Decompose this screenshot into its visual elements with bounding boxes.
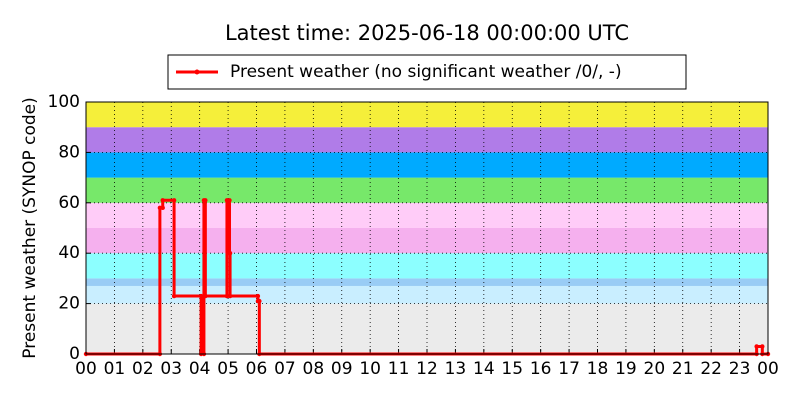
legend-marker: [194, 69, 200, 75]
x-tick-label: 21: [672, 359, 694, 379]
data-point: [171, 198, 177, 203]
y-tick-label: 60: [58, 193, 80, 213]
background-band: [86, 127, 768, 153]
x-tick-label: 01: [104, 359, 126, 379]
data-point: [227, 251, 233, 256]
x-tick-label: 17: [558, 359, 580, 379]
data-point: [171, 293, 177, 299]
y-tick-label: 20: [58, 294, 80, 314]
y-tick-label: 0: [69, 344, 80, 364]
x-tick-label: 15: [501, 359, 523, 379]
legend-box: [167, 54, 687, 90]
data-point: [160, 205, 165, 211]
data-point: [203, 293, 208, 299]
x-tick-label: 09: [331, 359, 353, 379]
x-tick-label: 11: [388, 359, 410, 379]
y-tick-label: 80: [58, 142, 80, 162]
x-tick-label: 22: [700, 359, 722, 379]
x-tick-label: 00: [757, 359, 779, 379]
x-tick-label: 16: [530, 359, 552, 379]
data-point: [227, 198, 232, 203]
x-tick-label: 10: [359, 359, 381, 379]
x-tick-label: 12: [416, 359, 438, 379]
x-tick-label: 03: [160, 359, 182, 379]
x-tick-label: 19: [615, 359, 637, 379]
data-point: [198, 293, 204, 299]
x-tick-label: 14: [473, 359, 495, 379]
x-tick-label: 18: [587, 359, 609, 379]
plot-frame: [85, 101, 769, 355]
x-tick-label: 04: [189, 359, 211, 379]
data-point: [227, 293, 233, 299]
x-tick-label: 07: [274, 359, 296, 379]
x-tick-label: 05: [217, 359, 239, 379]
data-point: [760, 344, 765, 349]
x-tick-label: 20: [644, 359, 666, 379]
background-band: [86, 152, 768, 178]
chart-title: Latest time: 2025-06-18 00:00:00 UTC: [225, 21, 629, 45]
data-point: [255, 293, 261, 299]
data-point: [160, 198, 165, 203]
y-tick-label: 100: [48, 92, 80, 112]
x-tick-label: 02: [132, 359, 154, 379]
data-point: [754, 344, 759, 349]
background-band: [86, 228, 768, 254]
data-point: [257, 298, 262, 304]
x-tick-label: 08: [303, 359, 325, 379]
y-tick-label: 40: [58, 243, 80, 263]
data-point: [224, 293, 230, 299]
x-tick-label: 13: [445, 359, 467, 379]
data-point: [203, 198, 208, 203]
y-axis-label: Present weather (SYNOP code): [20, 97, 40, 358]
x-tick-label: 00: [75, 359, 97, 379]
legend-label: Present weather (no significant weather …: [230, 62, 622, 82]
x-tick-label: 06: [246, 359, 268, 379]
x-tick-label: 23: [729, 359, 751, 379]
